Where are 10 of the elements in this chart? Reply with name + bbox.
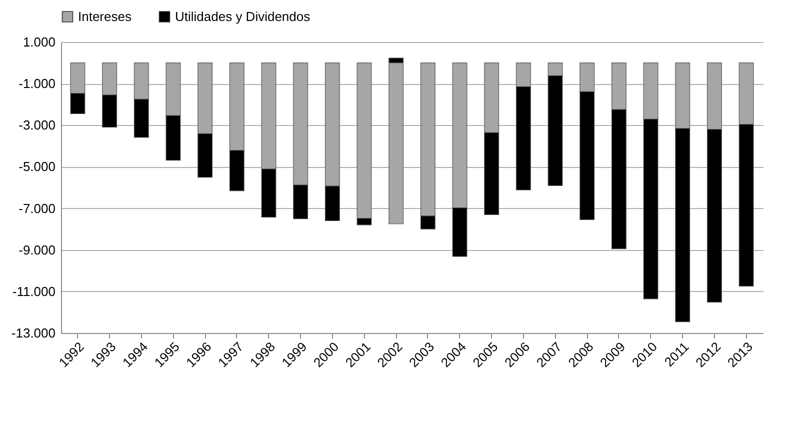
y-tick-label: -13.000 [11, 326, 56, 340]
y-tick-label: 1.000 [22, 34, 56, 50]
y-tick-label: -9.000 [18, 242, 56, 258]
legend-label: Utilidades y Dividendos [175, 8, 311, 24]
y-tick-label: -7.000 [18, 200, 56, 216]
legend-label: Intereses [78, 8, 132, 24]
y-tick-label: -1.000 [18, 76, 56, 92]
y-tick-label: -3.000 [18, 118, 56, 133]
y-tick-label: -11.000 [12, 284, 56, 299]
y-tick-label: -5.000 [18, 159, 56, 174]
